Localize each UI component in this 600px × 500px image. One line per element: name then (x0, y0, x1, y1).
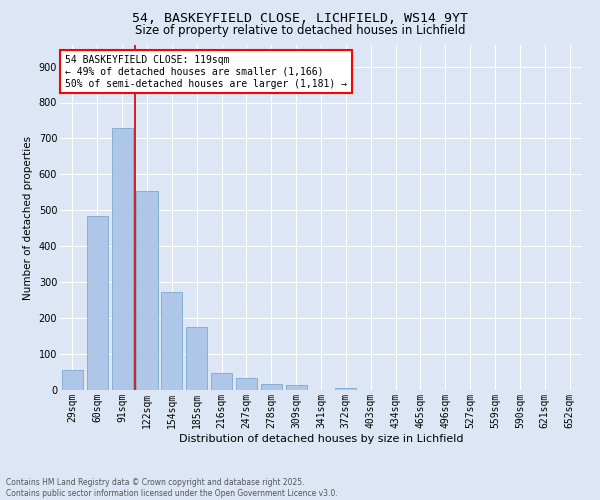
Text: 54 BASKEYFIELD CLOSE: 119sqm
← 49% of detached houses are smaller (1,166)
50% of: 54 BASKEYFIELD CLOSE: 119sqm ← 49% of de… (65, 56, 347, 88)
Bar (161, 292, 182, 390)
Text: Contains HM Land Registry data © Crown copyright and database right 2025.
Contai: Contains HM Land Registry data © Crown c… (6, 478, 338, 498)
Bar (112, 128, 133, 390)
Bar (87, 216, 108, 390)
Bar (62, 370, 83, 390)
Bar (335, 388, 356, 390)
Bar (286, 385, 307, 390)
X-axis label: Distribution of detached houses by size in Lichfield: Distribution of detached houses by size … (179, 434, 463, 444)
Bar (236, 378, 257, 390)
Bar (186, 327, 207, 390)
Bar (136, 192, 158, 390)
Y-axis label: Number of detached properties: Number of detached properties (23, 136, 33, 300)
Text: Size of property relative to detached houses in Lichfield: Size of property relative to detached ho… (135, 24, 465, 37)
Bar (261, 384, 282, 390)
Bar (211, 373, 232, 390)
Text: 54, BASKEYFIELD CLOSE, LICHFIELD, WS14 9YT: 54, BASKEYFIELD CLOSE, LICHFIELD, WS14 9… (132, 12, 468, 26)
